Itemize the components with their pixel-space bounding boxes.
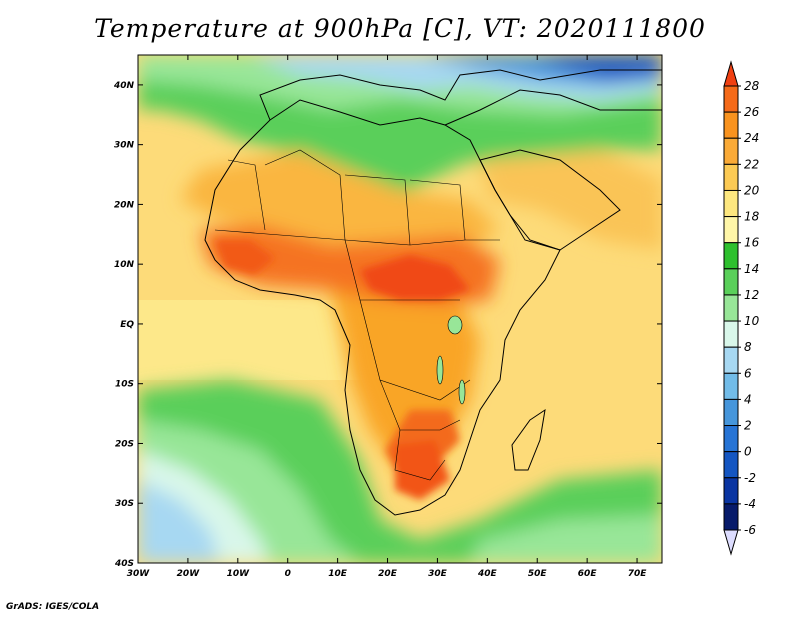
- colorbar-segment: [723, 189, 739, 218]
- lon-tick-label: 30W: [127, 569, 151, 579]
- colorbar-label: 2: [744, 419, 752, 433]
- colorbar-segment: [723, 242, 739, 270]
- coastlines: [204, 69, 662, 516]
- colorbar-segment: [723, 503, 739, 531]
- latitude-axis: 40S 30S 20S 10S EQ 10N 20N 30N 40N: [113, 81, 662, 569]
- lat-tick-label: 20S: [115, 439, 134, 449]
- lat-tick-label: 30S: [115, 499, 134, 509]
- lon-tick-label: 10W: [227, 569, 251, 579]
- colorbar-label: 16: [744, 236, 760, 250]
- colorbar-segment: [723, 216, 739, 244]
- country-borders: [214, 149, 500, 481]
- chart-title: Temperature at 900hPa [C], VT: 202011180…: [94, 14, 706, 43]
- lat-tick-label: 20N: [114, 200, 135, 210]
- colorbar-segment: [723, 398, 739, 427]
- colorbar-segment: [723, 111, 739, 139]
- colorbar-label: -2: [744, 471, 756, 485]
- lon-tick-label: 20W: [177, 569, 201, 579]
- colorbar-segment: [723, 451, 739, 479]
- map-frame: [137, 54, 663, 564]
- lon-tick-label: 20E: [378, 569, 398, 579]
- lat-tick-label: 10N: [114, 260, 135, 270]
- colorbar-label: -4: [744, 497, 756, 511]
- lon-tick-label: 0: [285, 569, 291, 579]
- lat-tick-label: 40N: [113, 81, 135, 91]
- colorbar-top-arrow: [723, 60, 739, 87]
- map-field: [138, 55, 662, 563]
- colorbar-segment: [723, 320, 739, 348]
- colorbar-label: 10: [744, 314, 760, 328]
- colorbar-bottom-arrow: [723, 529, 739, 556]
- lon-tick-label: 50E: [528, 569, 548, 579]
- colorbar-label: 28: [744, 79, 760, 93]
- lat-tick-label: 40S: [114, 559, 134, 569]
- lat-tick-label: EQ: [120, 320, 134, 330]
- lon-tick-label: 60E: [578, 569, 598, 579]
- colorbar-segment: [723, 425, 739, 453]
- colorbar-segment: [723, 268, 739, 296]
- colorbar-label: 8: [744, 340, 752, 354]
- colorbar-segment: [723, 137, 739, 165]
- hot-cores: [215, 240, 470, 500]
- lat-tick-label: 30N: [114, 141, 135, 151]
- colorbar-label: 18: [744, 210, 760, 224]
- colorbar-segment: [723, 294, 739, 322]
- colorbar-label: 4: [744, 392, 752, 406]
- lon-tick-label: 30E: [428, 569, 448, 579]
- colorbar-label: 6: [744, 366, 752, 380]
- grads-credit: GrADS: IGES/COLA: [6, 602, 100, 612]
- colorbar-label: 22: [744, 157, 759, 171]
- lon-tick-label: 70E: [628, 569, 648, 579]
- colorbar-label: 14: [744, 262, 759, 276]
- colorbar-segment: [723, 163, 739, 191]
- colorbar-label: 20: [744, 183, 760, 197]
- colorbar-label: 0: [744, 445, 752, 459]
- lakes: [436, 315, 466, 405]
- colorbar-segment: [723, 372, 739, 400]
- colorbar-label: -6: [744, 523, 756, 537]
- colorbar-label: 24: [744, 131, 759, 145]
- colorbar-segment: [723, 85, 739, 113]
- colorbar-segment: [723, 346, 739, 374]
- longitude-axis: 30W 20W 10W 0 10E 20E 30E 40E 50E 60E 70E: [127, 55, 647, 579]
- lat-tick-label: 10S: [115, 380, 134, 390]
- colorbar-label: 12: [744, 288, 759, 302]
- lon-tick-label: 40E: [477, 569, 498, 579]
- lon-tick-label: 10E: [328, 569, 348, 579]
- colorbar-label: 26: [744, 105, 760, 119]
- colorbar-segment: [723, 477, 739, 505]
